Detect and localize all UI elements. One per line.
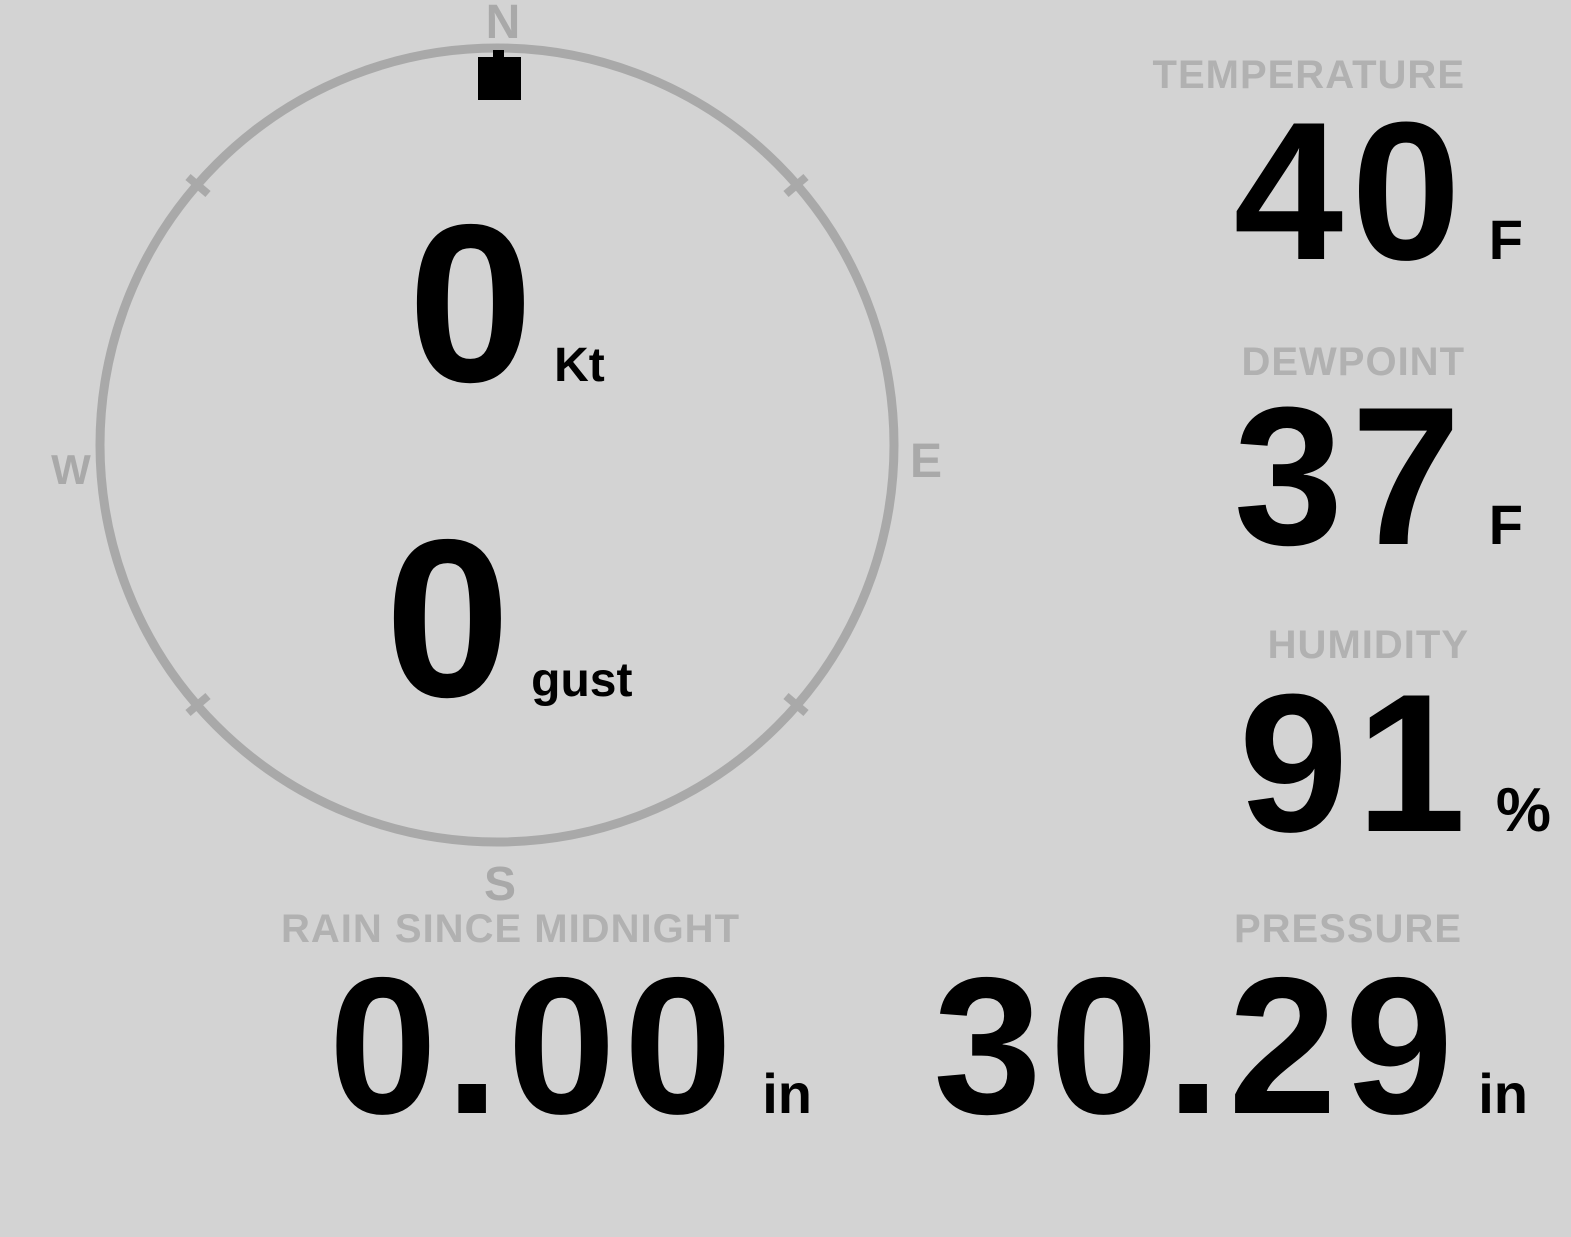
compass-circle	[95, 43, 899, 847]
humidity-label: HUMIDITY	[1267, 623, 1469, 667]
compass-label-south: S	[483, 858, 516, 911]
wind-gust-readout: 0 gust	[385, 506, 632, 731]
wind-speed-readout: 0 Kt	[408, 191, 605, 416]
compass-tick-sw	[185, 692, 211, 717]
temperature-value: 40	[1233, 81, 1469, 301]
compass-tick-nw	[185, 173, 211, 198]
rain-unit: in	[762, 1062, 812, 1125]
metric-dewpoint: DEWPOINT 37 F	[1234, 342, 1523, 575]
wind-speed-unit: Kt	[554, 339, 605, 392]
compass-tick-ne	[783, 173, 809, 198]
pressure-readout: 30.29 in	[933, 949, 1528, 1144]
metric-rain-since-midnight: RAIN SINCE MIDNIGHT 0.00 in	[281, 909, 812, 1144]
compass-label-north: N	[485, 0, 521, 49]
temperature-readout: 40 F	[1153, 93, 1523, 290]
rain-readout: 0.00 in	[281, 949, 812, 1144]
pressure-label: PRESSURE	[1233, 907, 1462, 951]
rain-value: 0.00	[328, 937, 741, 1155]
pressure-unit: in	[1478, 1062, 1528, 1125]
pressure-value: 30.29	[933, 937, 1462, 1155]
wind-compass-dial	[95, 43, 899, 847]
metric-temperature: TEMPERATURE 40 F	[1153, 55, 1523, 290]
wind-gust-value: 0	[385, 492, 511, 744]
temperature-label: TEMPERATURE	[1152, 53, 1465, 97]
compass-label-west: W	[51, 446, 91, 493]
wind-speed-value: 0	[408, 177, 534, 429]
dewpoint-readout: 37 F	[1234, 378, 1523, 575]
temperature-unit: F	[1488, 208, 1523, 271]
dewpoint-value: 37	[1233, 366, 1469, 586]
wind-direction-marker-icon	[478, 50, 521, 100]
humidity-unit: %	[1495, 776, 1551, 845]
dewpoint-label: DEWPOINT	[1241, 340, 1465, 384]
rain-label: RAIN SINCE MIDNIGHT	[281, 907, 740, 951]
compass-label-east: E	[909, 435, 942, 488]
humidity-readout: 91 %	[1239, 665, 1551, 862]
metric-humidity: HUMIDITY 91 %	[1239, 625, 1551, 862]
humidity-value: 91	[1238, 653, 1474, 873]
wind-gust-unit: gust	[531, 654, 633, 707]
dewpoint-unit: F	[1488, 493, 1523, 556]
compass-tick-se	[783, 692, 809, 717]
metric-pressure: PRESSURE 30.29 in	[933, 909, 1528, 1144]
